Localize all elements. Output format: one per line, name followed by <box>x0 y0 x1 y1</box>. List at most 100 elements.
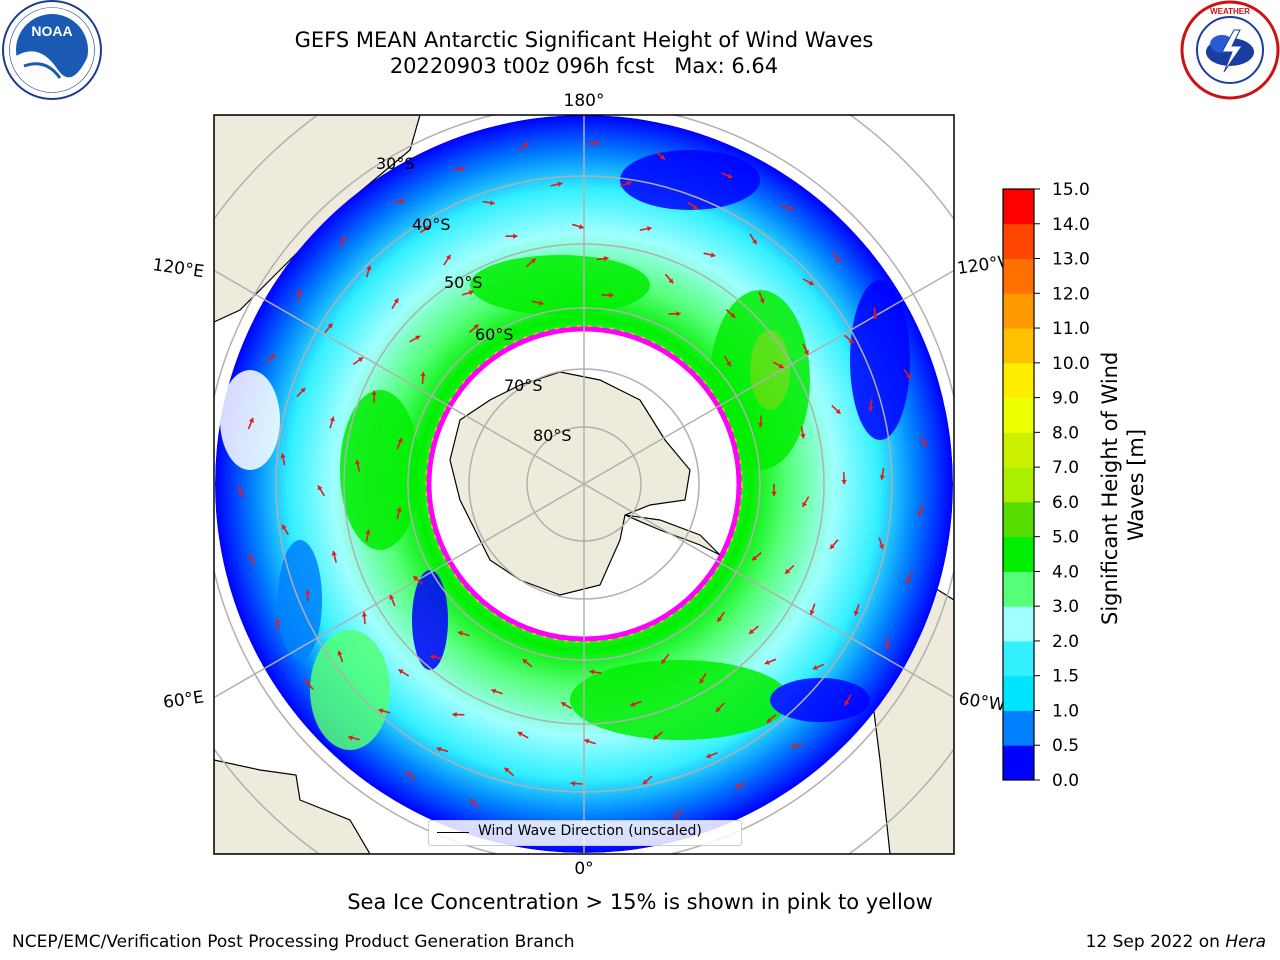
wave-direction-arrowhead <box>436 746 442 752</box>
legend-label: Wind Wave Direction (unscaled) <box>478 823 702 839</box>
wave-direction-arrowhead <box>584 738 590 744</box>
wave-direction-arrowhead <box>348 735 353 741</box>
wave-direction-arrowhead <box>699 678 705 684</box>
lon-label-180: 180° <box>564 91 605 111</box>
wave-direction-arrowhead <box>274 618 281 623</box>
wave-direction-arrowhead <box>523 142 529 148</box>
colorbar-tick-label: 9.0 <box>1052 389 1079 409</box>
wave-direction-arrowhead <box>460 166 466 172</box>
wave-direction-arrowhead <box>735 783 740 789</box>
colorbar-tick-label: 1.0 <box>1052 701 1079 721</box>
colorbar-segment <box>1003 293 1034 329</box>
wave-direction-arrowhead <box>561 702 567 707</box>
colorbar-segment <box>1003 710 1034 746</box>
wave-direction-arrowhead <box>504 767 510 773</box>
wave-direction-arrowhead <box>803 349 809 355</box>
colorbar-segment <box>1003 640 1034 677</box>
wave-direction-arrowhead <box>660 154 665 160</box>
colorbar-segment <box>1003 571 1034 607</box>
wave-direction-arrowhead <box>280 453 286 459</box>
map-legend: Wind Wave Direction (unscaled) <box>428 820 742 846</box>
wave-direction-arrowhead <box>358 357 363 363</box>
colorbar-segment <box>1003 467 1034 503</box>
wave-direction-arrowhead <box>642 779 648 785</box>
wave-direction-arrowhead <box>835 257 840 263</box>
wave-direction-arrowhead <box>445 254 451 260</box>
footer-date: 12 Sep 2022 on Hera <box>1086 932 1266 952</box>
colorbar-segment <box>1003 536 1034 572</box>
wave-direction-arrowhead <box>393 298 399 304</box>
svg-text:NOAA: NOAA <box>31 23 72 39</box>
wave-direction-arrowhead <box>473 324 479 330</box>
chart-subtitle: 20220903 t00z 096h fcst Max: 6.64 <box>389 54 779 78</box>
wave-direction-arrowhead <box>396 507 402 512</box>
wave-direction-arrowhead <box>517 731 523 737</box>
wave-direction-arrowhead <box>430 654 435 660</box>
colorbar-tick-label: 0.0 <box>1052 771 1079 791</box>
colorbar-tick-label: 10.0 <box>1052 354 1090 374</box>
wind-wave-direction-arrows <box>237 140 928 829</box>
wave-direction-arrowhead <box>668 278 674 284</box>
wave-direction-arrowhead <box>673 813 679 818</box>
wave-direction-arrowhead <box>458 630 463 636</box>
noaa-logo: NOAA <box>2 0 102 100</box>
wave-direction-arrowhead <box>365 529 371 535</box>
wave-direction-arrowhead <box>778 363 784 369</box>
wave-direction-arrowhead <box>841 479 847 485</box>
wave-direction-arrowhead <box>766 717 772 723</box>
colorbar-segment <box>1003 223 1034 260</box>
colorbar-tick-label: 3.0 <box>1052 597 1079 617</box>
wave-direction-arrowhead <box>884 644 891 649</box>
wave-direction-arrowhead <box>270 354 275 359</box>
wave-direction-arrowhead <box>917 510 923 516</box>
lon-label-0: 0° <box>574 859 593 879</box>
sea-ice-note: Sea Ice Concentration > 15% is shown in … <box>347 890 933 914</box>
wave-direction-arrowhead <box>727 173 733 179</box>
wave-direction-arrowhead <box>922 441 927 447</box>
map-frame <box>213 114 955 855</box>
nws-logo: WEATHER <box>1180 0 1280 100</box>
colorbar-tick-label: 2.0 <box>1052 632 1079 652</box>
wave-direction-arrowhead <box>589 669 595 675</box>
colorbar-segment <box>1003 745 1034 781</box>
wave-direction-arrowhead <box>716 707 721 712</box>
wave-direction-arrowhead <box>340 236 346 242</box>
wave-direction-arrowhead <box>413 576 419 581</box>
wave-direction-arrowhead <box>296 289 302 295</box>
wave-direction-arrowhead <box>868 406 874 412</box>
wave-direction-arrowhead <box>879 475 885 480</box>
colorbar-tick-label: 14.0 <box>1052 215 1090 235</box>
lat-label-80s: 80°S <box>533 426 572 445</box>
footer-credit: NCEP/EMC/Verification Post Processing Pr… <box>12 932 575 952</box>
wave-direction-arrowhead <box>752 555 757 561</box>
wave-direction-arrowhead <box>327 323 333 329</box>
wave-direction-arrowhead <box>872 314 878 320</box>
wave-direction-arrowhead <box>710 252 716 258</box>
antarctic-peninsula <box>624 514 721 556</box>
wave-direction-arrowhead <box>785 568 791 574</box>
wave-direction-arrowhead <box>415 335 421 341</box>
wave-direction-arrowhead <box>522 659 528 664</box>
colorbar-tick-label: 8.0 <box>1052 423 1079 443</box>
wave-direction-arrowhead <box>595 140 600 146</box>
wave-direction-arrowhead <box>802 501 807 507</box>
wave-direction-arrowhead <box>378 708 384 714</box>
wave-direction-arrowhead <box>830 544 835 549</box>
antarctica <box>449 371 691 596</box>
legend-line-sample <box>437 832 469 833</box>
lat-label-40s: 40°S <box>412 215 451 234</box>
wave-direction-arrowhead <box>626 181 632 187</box>
wave-direction-arrowhead <box>366 265 372 271</box>
lat-label-70s: 70°S <box>504 376 543 395</box>
wave-direction-arrowhead <box>604 255 609 262</box>
wave-direction-arrowhead <box>305 679 311 685</box>
wave-direction-arrowhead <box>752 239 757 245</box>
wave-direction-arrowhead <box>570 780 575 787</box>
colorbar-tick-label: 12.0 <box>1052 284 1090 304</box>
wave-direction-arrowhead <box>331 551 337 556</box>
lat-label-30s: 30°S <box>376 154 415 173</box>
wave-direction-arrowhead <box>808 280 814 286</box>
wave-direction-arrowhead <box>609 292 614 298</box>
wave-direction-arrowhead <box>248 554 254 560</box>
